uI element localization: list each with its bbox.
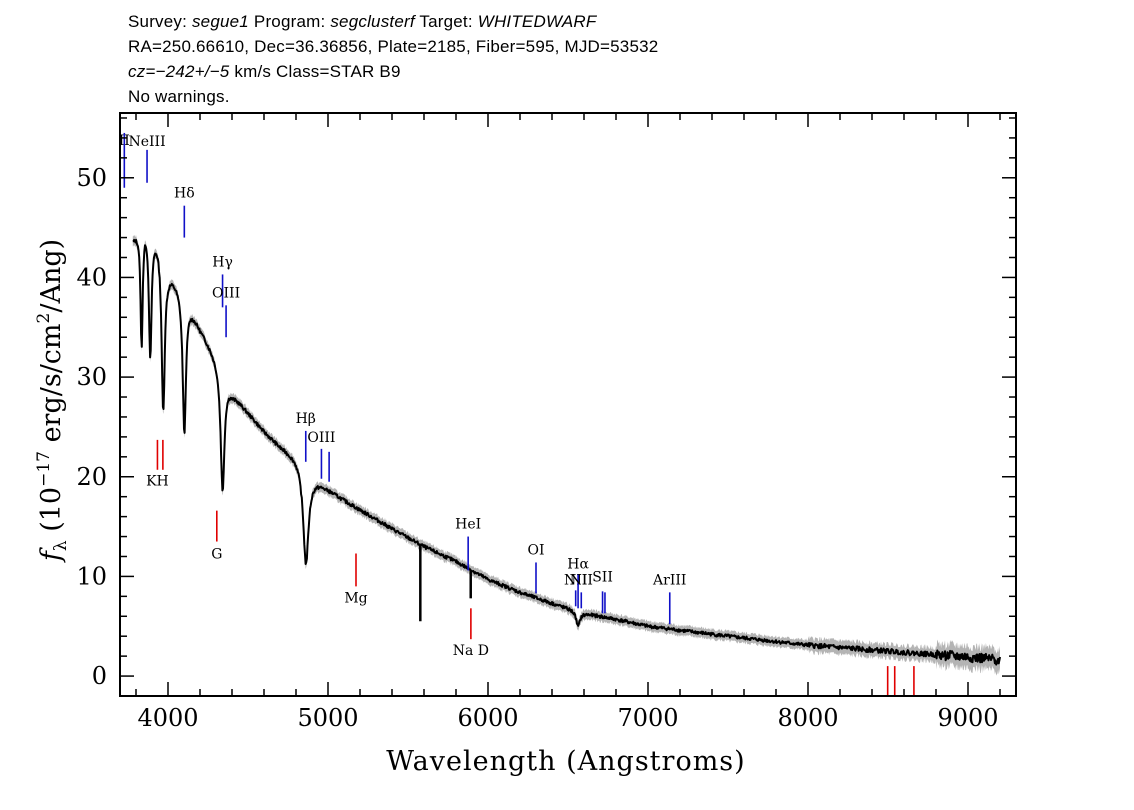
line-marker-label: Mg <box>344 590 367 606</box>
x-axis-label: Wavelength (Angstroms) <box>386 746 745 777</box>
y-label-pre: (10 <box>36 487 67 540</box>
y-axis-label: fλ (10−17 erg/s/cm2/Ang) <box>34 239 71 563</box>
line-marker-label: SII <box>592 569 613 585</box>
x-tick-label: 6000 <box>457 704 518 732</box>
axis-ticks <box>120 113 1016 696</box>
x-tick-label: 5000 <box>297 704 358 732</box>
x-tick-label: 9000 <box>937 704 998 732</box>
y-tick-label: 10 <box>76 562 107 590</box>
spectrum-line <box>132 238 1001 666</box>
y-tick-label: 0 <box>92 662 107 690</box>
line-marker-label: OIII <box>307 430 335 446</box>
y-tick-label: 40 <box>76 263 107 291</box>
line-marker-label: II <box>119 133 130 149</box>
x-tick-label: 4000 <box>137 704 198 732</box>
target-value: WHITEDWARF <box>477 12 597 31</box>
line-marker-label: G <box>211 546 222 562</box>
header-line-warnings: No warnings. <box>128 87 230 106</box>
y-label-mid: erg/s/cm <box>36 323 67 451</box>
target-label: Target: <box>419 12 473 31</box>
line-marker-label: Hα <box>567 556 589 572</box>
header-line-redshift: cz=−242+/−5 km/s Class=STAR B9 <box>128 62 401 82</box>
cz-label: cz= <box>128 62 156 81</box>
plot-frame <box>119 112 1017 697</box>
line-marker-label: Hδ <box>174 186 195 202</box>
header-line-survey: Survey: segue1 Program: segclusterf Targ… <box>128 12 597 32</box>
x-tick-label: 8000 <box>777 704 838 732</box>
y-label-sub: λ <box>51 540 71 551</box>
y-label-exp1: −17 <box>34 451 54 487</box>
x-tick-labels: 4000 5000 6000 7000 8000 9000 <box>137 704 998 732</box>
line-marker-label: KH <box>146 474 169 490</box>
line-marker-label: NII <box>564 572 587 588</box>
y-tick-label: 20 <box>76 463 107 491</box>
program-label: Program: <box>253 12 326 31</box>
survey-value: segue1 <box>191 12 249 31</box>
line-marker-label: Hγ <box>212 254 233 270</box>
line-marker-label: NII <box>570 572 593 588</box>
program-value: segclusterf <box>330 12 415 31</box>
x-tick-label: 7000 <box>617 704 678 732</box>
cz-value: −242+/−5 <box>155 62 230 81</box>
survey-label: Survey: <box>128 12 188 31</box>
line-marker-label: HeI <box>455 517 481 533</box>
y-label-f: f <box>36 547 67 563</box>
y-label-exp2: 2 <box>34 313 54 324</box>
y-label-post: /Ang) <box>36 239 67 313</box>
y-tick-labels: 0 10 20 30 40 50 <box>76 164 107 690</box>
header-line-coords: RA=250.66610, Dec=36.36856, Plate=2185, … <box>128 37 659 56</box>
line-marker-label: OI <box>527 542 544 558</box>
line-marker-label: Hβ <box>296 411 316 427</box>
spectrum-series <box>132 238 1001 666</box>
line-marker-label: NeIII <box>128 134 165 150</box>
y-tick-label: 30 <box>76 363 107 391</box>
class-text: km/s Class=STAR B9 <box>229 62 401 81</box>
line-marker-label: Na D <box>453 643 489 659</box>
line-marker-label: ArIII <box>652 572 686 588</box>
line-marker-label: OIII <box>212 285 240 301</box>
y-tick-label: 50 <box>76 164 107 192</box>
